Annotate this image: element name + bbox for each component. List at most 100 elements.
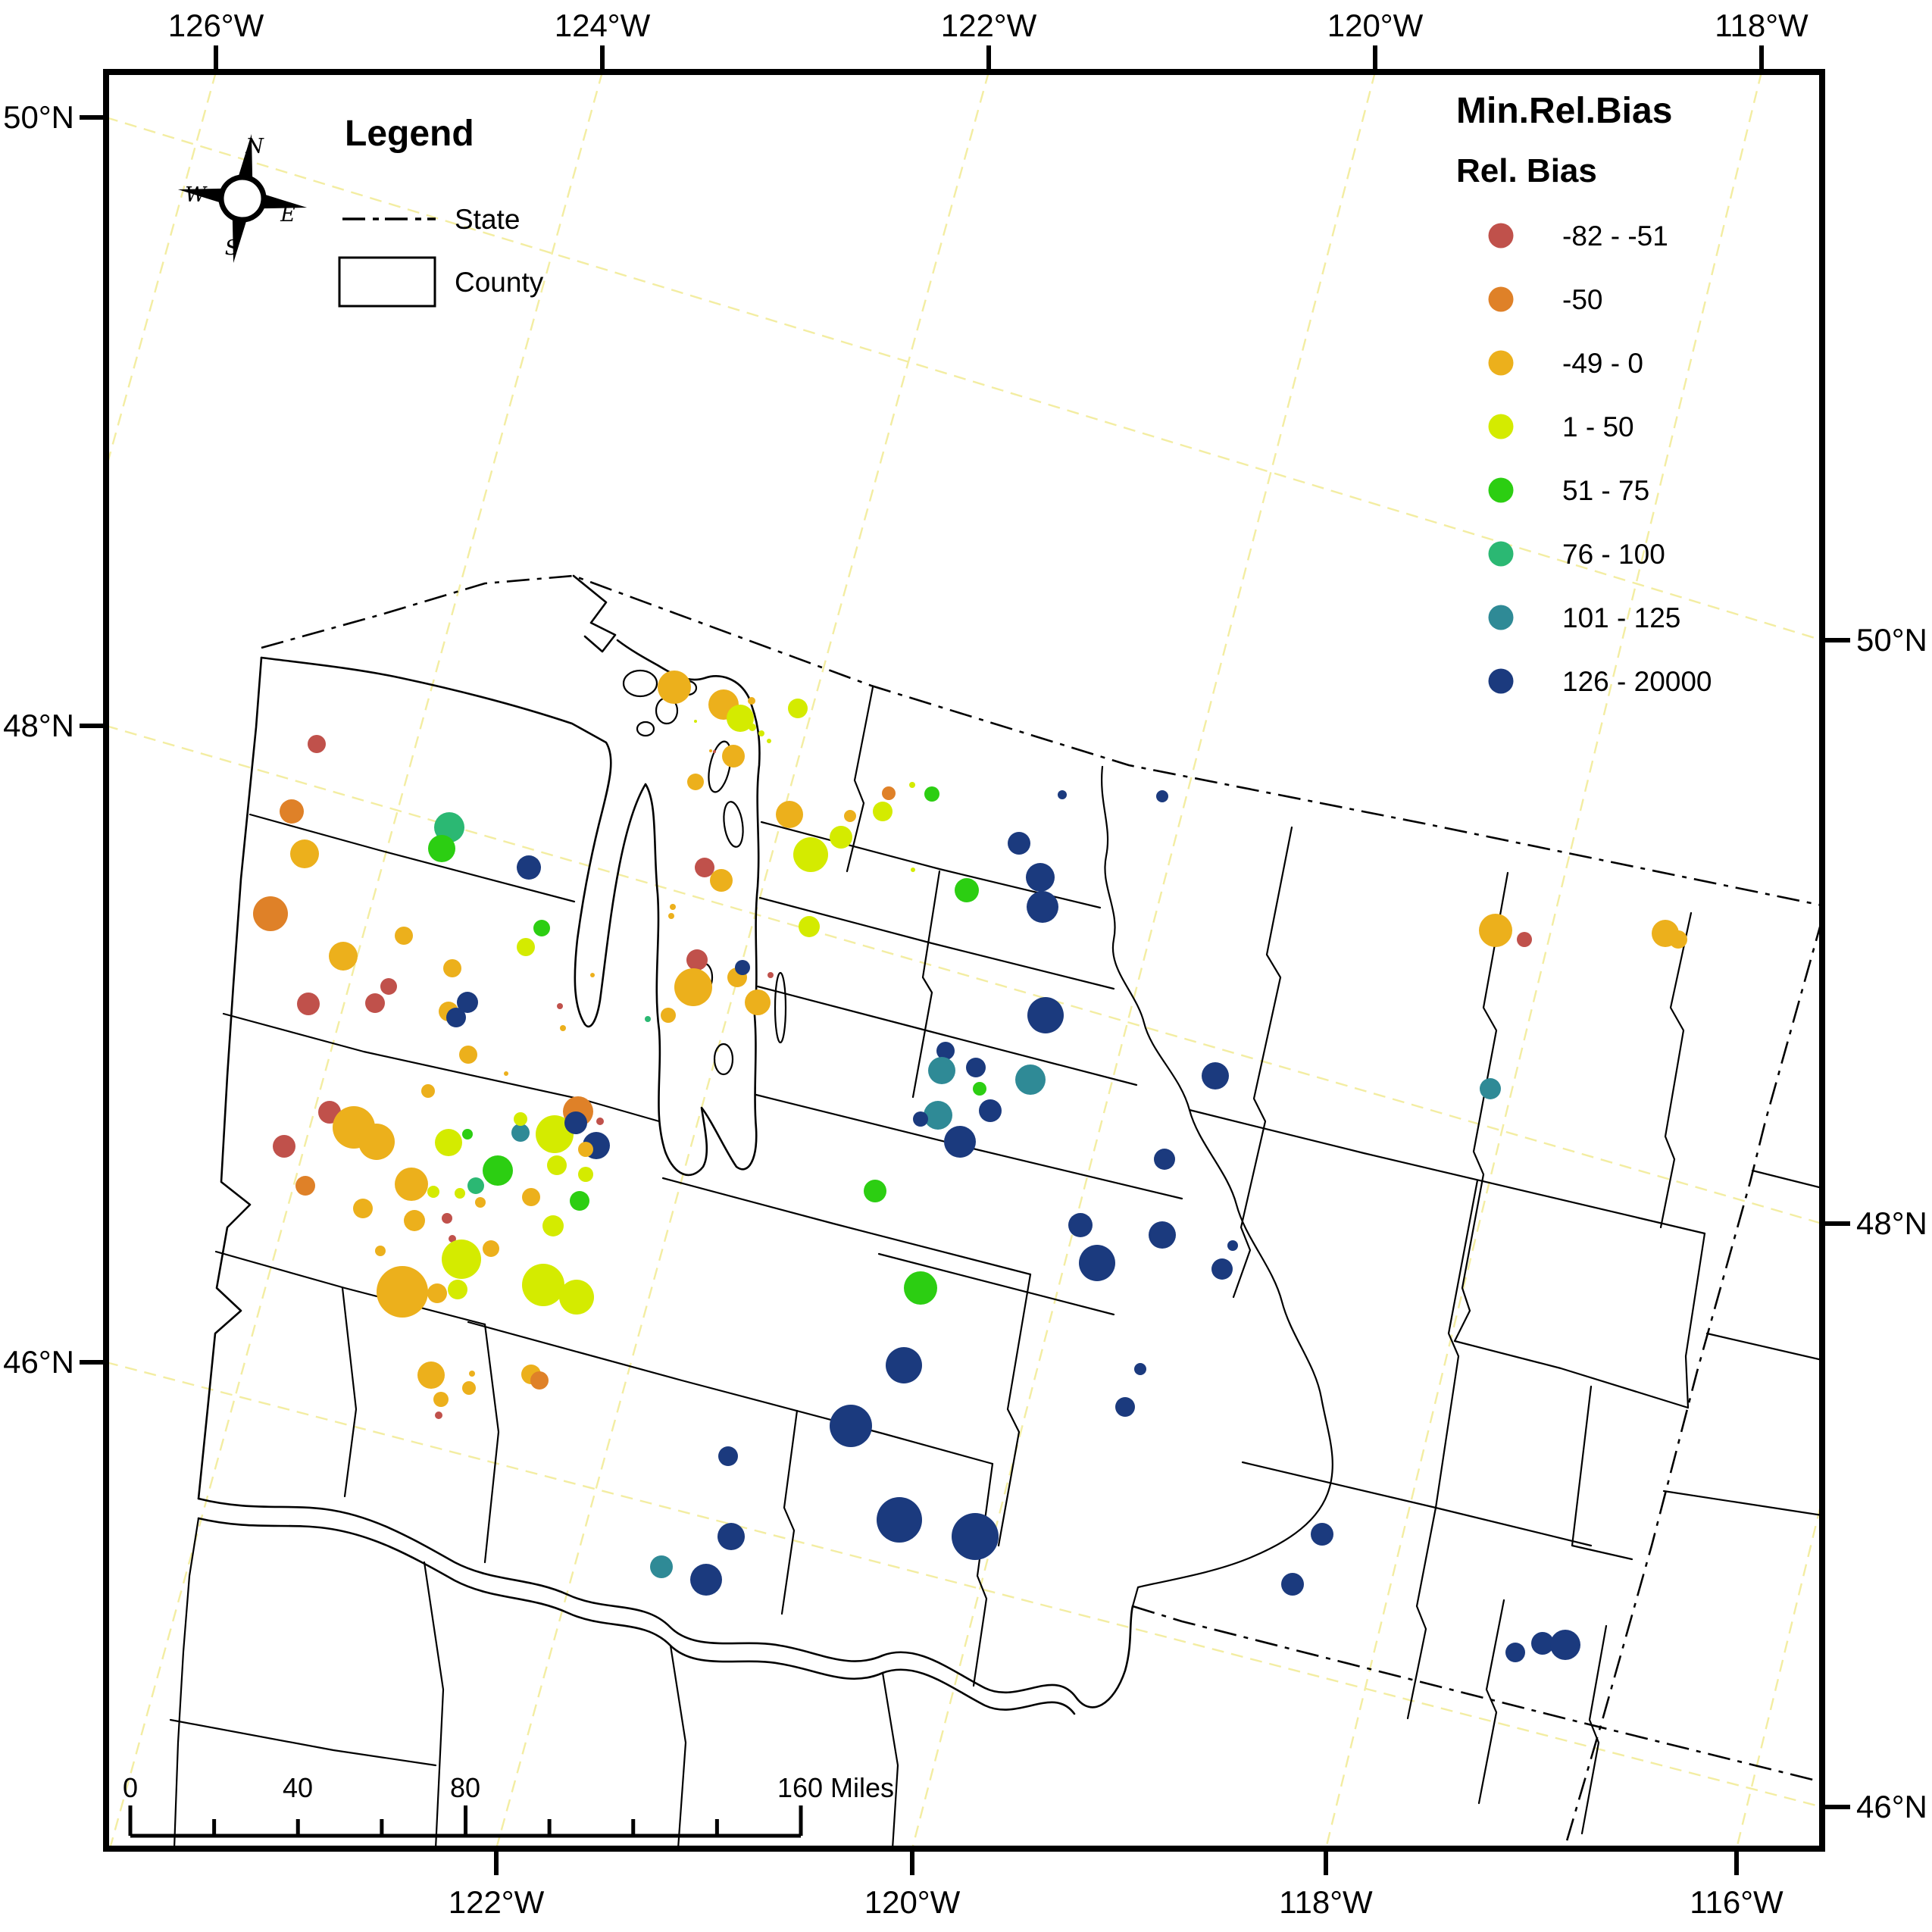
columbia-river-north-bank	[197, 1497, 1134, 1708]
data-point	[427, 1186, 439, 1198]
map-frame	[103, 69, 1825, 1852]
data-point	[670, 904, 676, 910]
data-point	[745, 989, 771, 1015]
data-point	[483, 1240, 499, 1257]
oregon-coast	[173, 1517, 200, 1849]
data-point	[1027, 997, 1064, 1033]
data-point	[1202, 1062, 1229, 1089]
data-point	[844, 810, 856, 822]
data-point	[955, 878, 979, 902]
data-point	[767, 739, 771, 743]
data-point	[522, 1188, 540, 1206]
data-point	[442, 1240, 481, 1279]
axis-label-bottom: 120°W	[864, 1884, 961, 1920]
legend-class-label: -49 - 0	[1562, 348, 1643, 379]
data-point	[380, 978, 397, 995]
data-point	[710, 869, 733, 892]
data-point	[448, 1280, 467, 1299]
legend-class-label: 76 - 100	[1562, 539, 1665, 570]
compass-north-needle	[237, 133, 253, 182]
data-point	[1479, 914, 1512, 947]
compass-e: E	[280, 203, 295, 227]
data-point	[542, 1215, 564, 1236]
axis-label-top: 122°W	[941, 8, 1037, 43]
data-point	[578, 1142, 593, 1157]
data-point	[686, 949, 708, 971]
compass-w: W	[185, 183, 208, 207]
data-point	[290, 839, 319, 868]
data-point	[1550, 1630, 1580, 1660]
data-point	[913, 1111, 928, 1127]
data-point	[936, 1042, 955, 1060]
data-point	[469, 1371, 475, 1377]
data-point	[435, 1129, 462, 1156]
data-point	[1227, 1240, 1238, 1251]
data-point	[718, 1446, 738, 1466]
data-point	[979, 1099, 1002, 1122]
data-point	[904, 1271, 937, 1305]
compass-south-needle	[232, 215, 248, 264]
data-point	[462, 1129, 473, 1140]
data-point	[799, 916, 820, 937]
data-point	[668, 913, 674, 919]
data-point	[1015, 1064, 1046, 1095]
data-point	[911, 868, 915, 872]
basemap-geography	[169, 574, 1822, 1849]
scale-bar-label: 40	[283, 1772, 313, 1803]
data-point	[973, 1082, 986, 1096]
data-point	[1669, 930, 1687, 949]
scale-bar-label: 160 Miles	[777, 1772, 894, 1803]
data-point	[1211, 1258, 1233, 1280]
axis-label-bottom: 116°W	[1690, 1884, 1784, 1920]
data-point	[1027, 891, 1058, 923]
data-point	[788, 699, 808, 718]
graticule-lines	[106, 72, 1822, 1849]
compass-east-needle	[259, 193, 308, 209]
data-point	[864, 1180, 886, 1202]
data-point	[1154, 1149, 1175, 1170]
axis-label-right: 46°N	[1856, 1789, 1927, 1824]
axis-label-top: 124°W	[555, 8, 651, 43]
data-point	[687, 774, 704, 790]
data-point	[427, 1283, 447, 1303]
legend-class-label: 51 - 75	[1562, 475, 1649, 506]
data-point	[882, 786, 896, 800]
compass-circle	[218, 174, 267, 223]
compass-s: S	[225, 236, 239, 260]
data-point	[928, 1057, 955, 1084]
data-point	[1505, 1643, 1525, 1662]
data-point	[375, 1246, 386, 1256]
data-point	[547, 1155, 567, 1175]
data-point	[517, 938, 535, 956]
data-point	[462, 1381, 476, 1395]
axis-label-right: 48°N	[1856, 1205, 1927, 1241]
legend-swatch	[1488, 477, 1514, 503]
data-point	[417, 1361, 445, 1389]
data-point	[1134, 1363, 1146, 1375]
data-point	[709, 749, 712, 752]
data-point	[280, 799, 304, 824]
data-point	[590, 973, 595, 977]
data-point	[727, 705, 754, 732]
data-point	[713, 750, 716, 753]
axis-label-top: 120°W	[1327, 8, 1424, 43]
data-point	[924, 786, 939, 802]
scale-bar: 0 40 80 160 Miles	[123, 1772, 894, 1838]
data-point	[578, 1167, 593, 1182]
data-point	[421, 1084, 435, 1098]
data-point	[1058, 790, 1067, 799]
data-point	[511, 1124, 530, 1142]
data-point	[748, 697, 755, 705]
legend-swatch	[1488, 541, 1514, 567]
data-point	[695, 858, 714, 877]
data-point	[559, 1280, 594, 1315]
data-point	[253, 896, 288, 931]
legend-title: Legend	[345, 114, 474, 154]
data-point	[353, 1199, 373, 1218]
county-label: County	[455, 267, 544, 298]
data-point	[395, 1168, 428, 1201]
data-point	[793, 837, 828, 872]
data-point	[873, 802, 893, 821]
axis-label-left: 46°N	[3, 1344, 74, 1380]
